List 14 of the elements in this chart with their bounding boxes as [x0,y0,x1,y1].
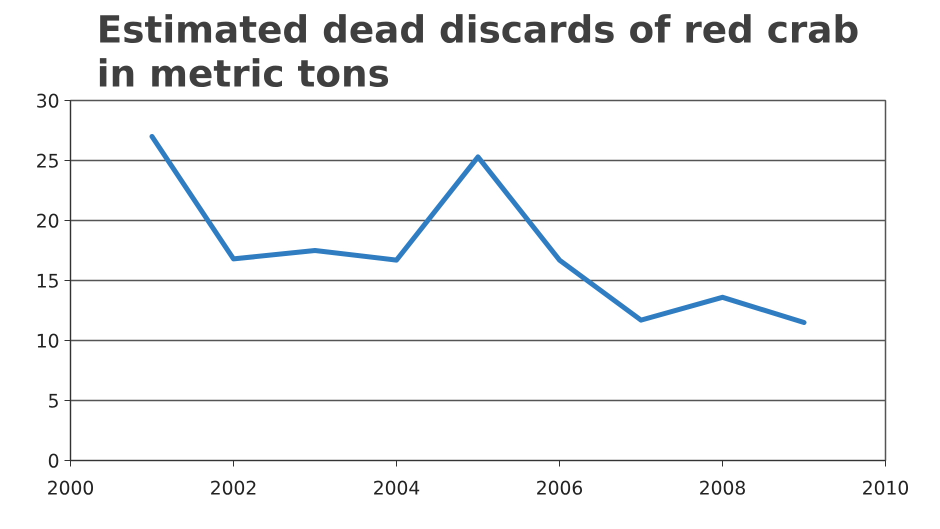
chart-title: Estimated dead discards of red crab in metric tons [96,8,860,96]
y-tick-label: 0 [48,452,60,472]
y-tick-label: 15 [36,272,60,292]
x-tick-label: 2006 [536,478,584,500]
x-tick-label: 2004 [372,478,420,500]
x-tick-label: 2008 [698,478,746,500]
y-tick-label: 25 [36,152,60,172]
y-tick-label: 10 [36,332,60,352]
x-tick-label: 2000 [46,478,94,500]
y-tick-label: 30 [36,92,60,112]
x-tick-label: 2010 [862,478,910,500]
y-tick-label: 20 [36,212,60,232]
x-tick-label: 2002 [210,478,258,500]
y-tick-label: 5 [48,392,60,412]
